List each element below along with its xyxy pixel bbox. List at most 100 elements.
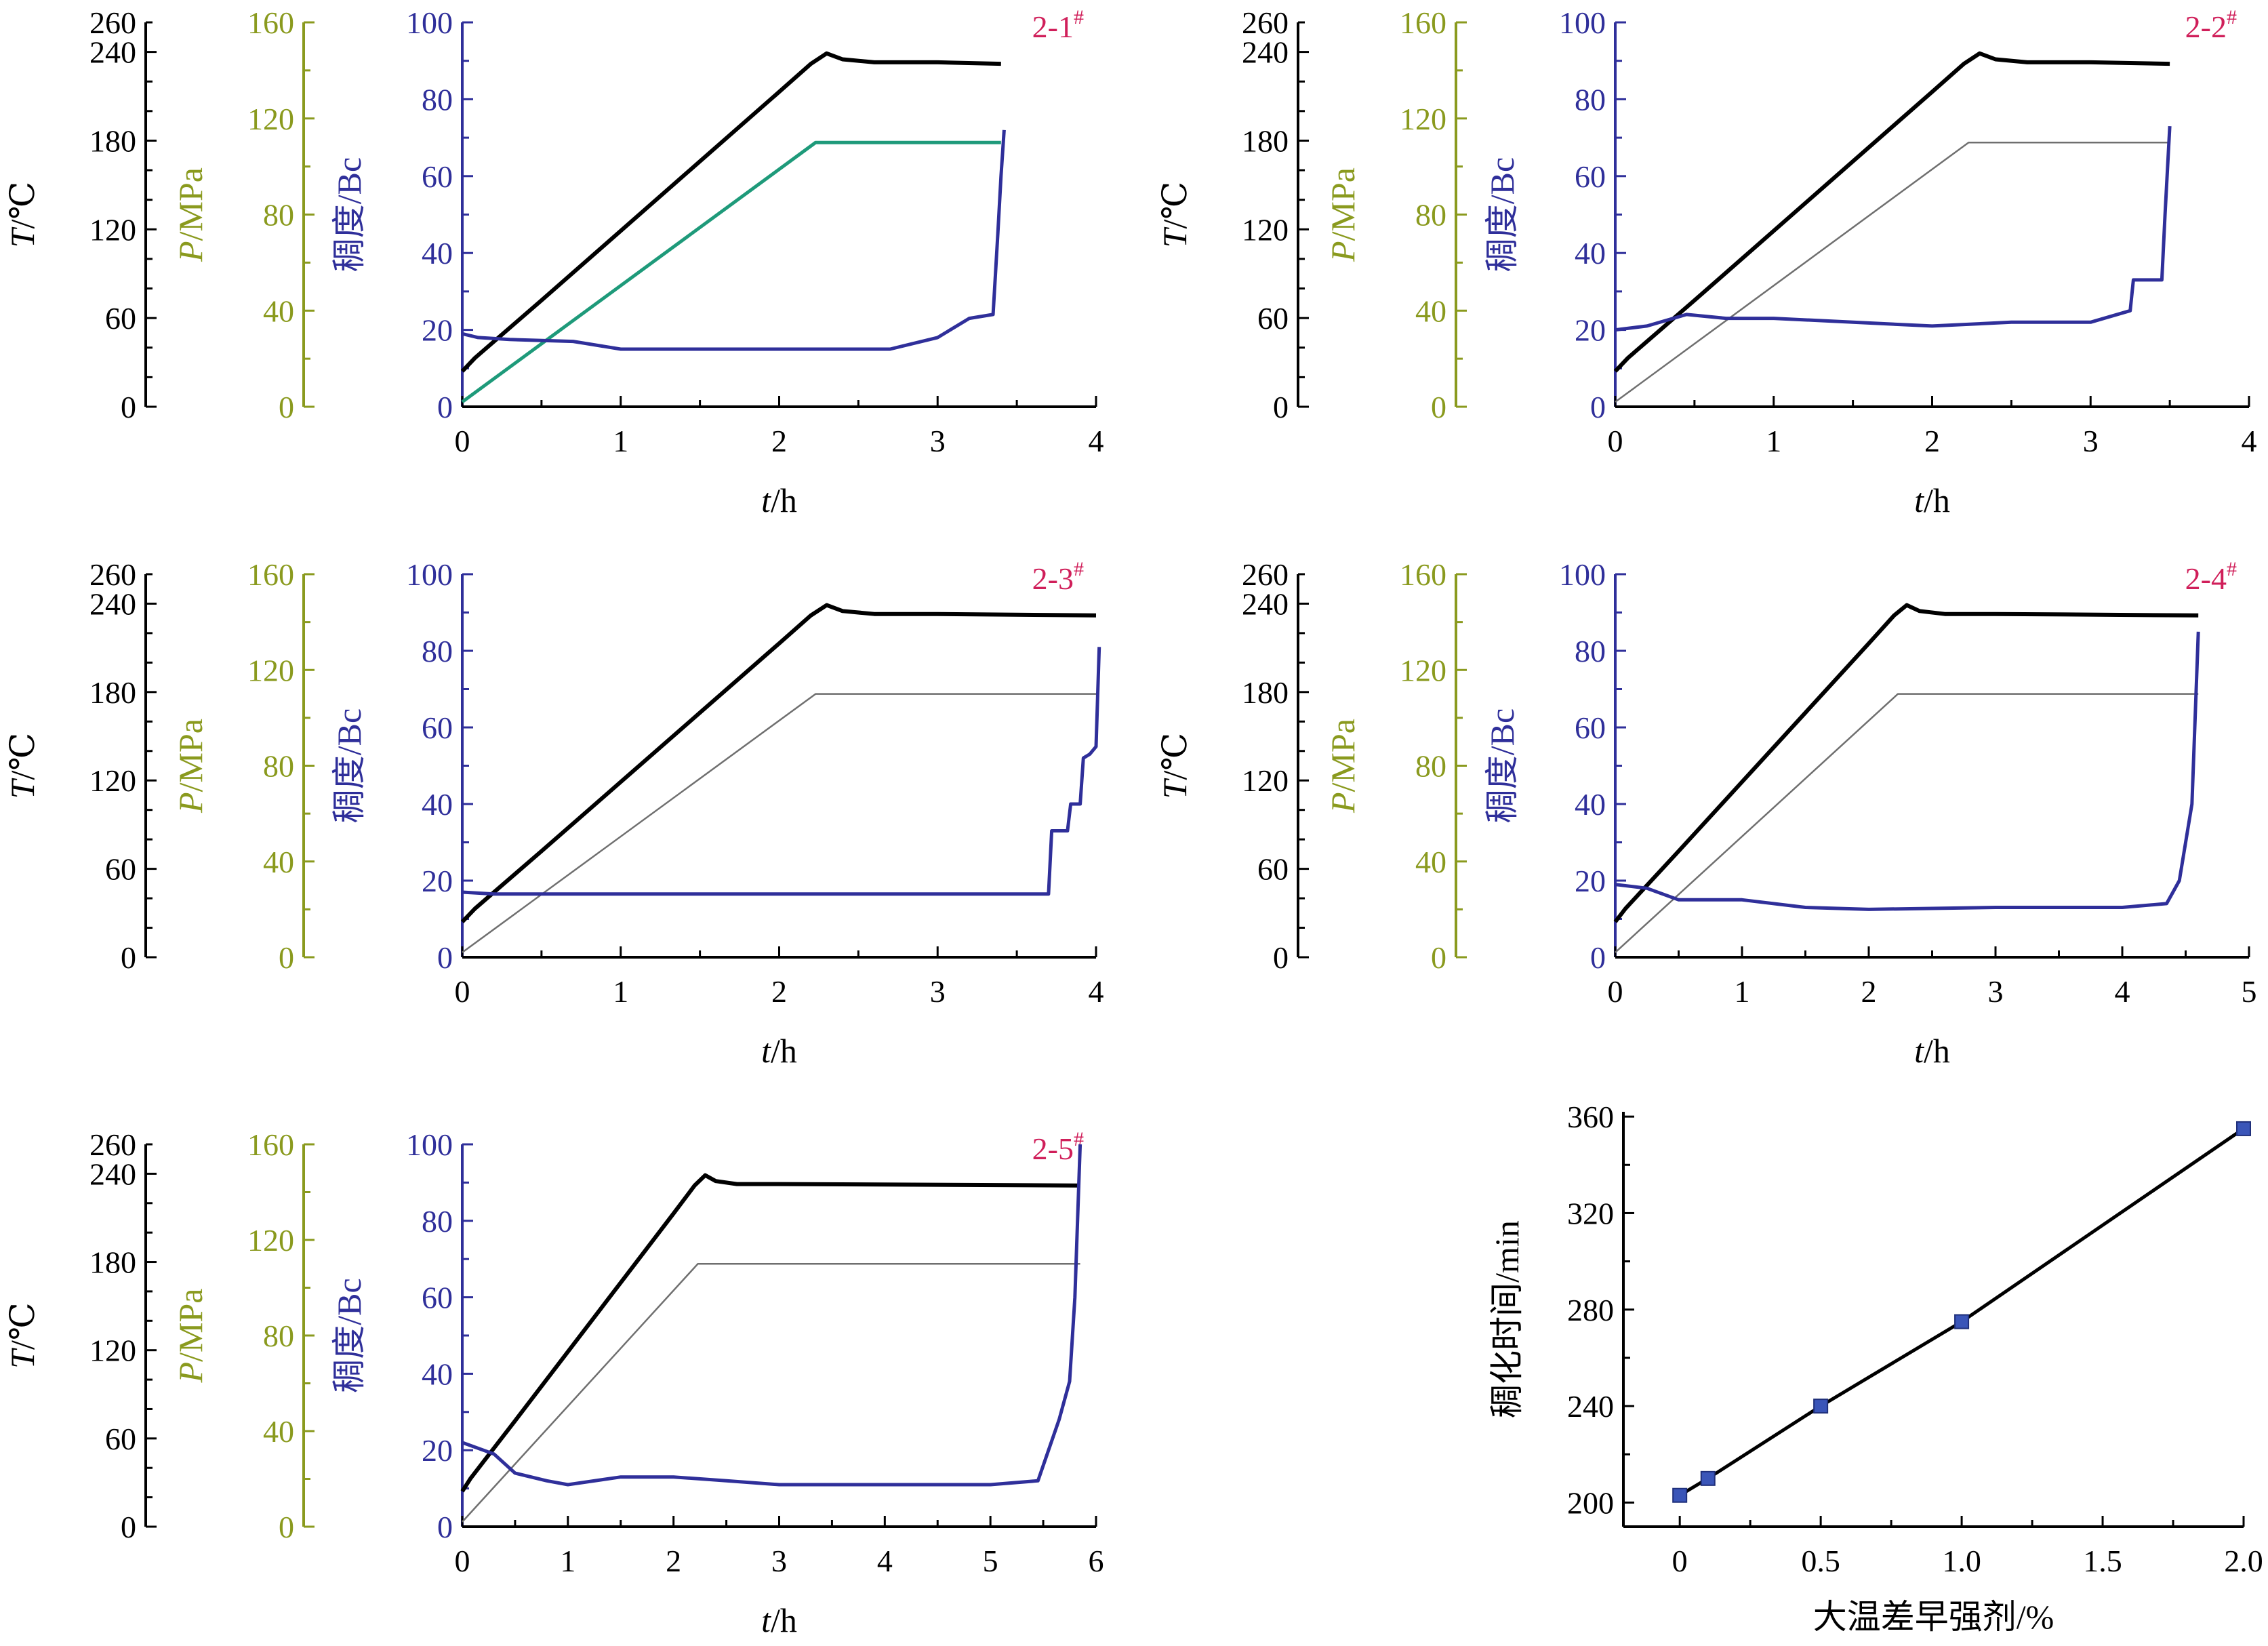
t-axis-title: T/℃ xyxy=(3,182,41,248)
c-axis: 0 20 40 60 80 100 xyxy=(1559,5,1626,424)
tick-label: 0 xyxy=(1273,390,1289,424)
t-axis-unit: /℃ xyxy=(3,182,41,229)
tick-label: 0 xyxy=(1590,940,1606,975)
tick-label: 180 xyxy=(89,675,136,710)
tick-label: 240 xyxy=(89,35,136,70)
series-T-line xyxy=(460,1173,1080,1493)
x-axis-title: t/h xyxy=(1914,481,1950,519)
p-axis: 0 40 80 120 160 xyxy=(247,557,315,975)
series-C-line xyxy=(1615,631,2200,911)
tick-label: 2 xyxy=(1924,424,1940,458)
c-axis: 0 20 40 60 80 100 xyxy=(1559,557,1626,975)
x-axis-var: t xyxy=(1914,481,1924,519)
data-point xyxy=(1954,1314,1970,1329)
tick-label: 120 xyxy=(1400,102,1446,136)
tick-label: 80 xyxy=(1415,749,1446,784)
x-axis: 0 0.5 1.0 1.5 2.0 大温差早强剂/% xyxy=(1623,1516,2263,1636)
tick-label: 0 xyxy=(437,1510,453,1544)
panel-2-4: 060120180240260T/℃04080120160P/MPa020406… xyxy=(1156,557,2257,1070)
tick-label: 0 xyxy=(1672,1544,1688,1578)
x-axis-var: t xyxy=(761,1601,771,1639)
tick-label: 0.5 xyxy=(1801,1544,1840,1578)
sample-label: 2-2# xyxy=(2185,6,2237,44)
t-axis-var: T xyxy=(3,1348,41,1369)
tick-label: 60 xyxy=(1257,301,1289,336)
tick-label: 60 xyxy=(1575,710,1606,745)
sample-label-main: 2-2 xyxy=(2185,9,2227,44)
tick-label: 80 xyxy=(1575,82,1606,117)
tick-label: 60 xyxy=(1257,852,1289,887)
p-axis-unit: /MPa xyxy=(171,719,209,792)
p-axis-unit: /MPa xyxy=(1324,167,1362,241)
tick-label: 40 xyxy=(1415,845,1446,879)
t-axis-var: T xyxy=(3,226,41,247)
data-point xyxy=(2236,1121,2251,1136)
x-axis: 0 1 2 3 4 t/h xyxy=(1608,396,2257,519)
tick-label: 40 xyxy=(263,845,294,879)
tick-label: 240 xyxy=(1242,586,1289,621)
tick-label: 80 xyxy=(263,1319,294,1353)
p-axis-var: P xyxy=(171,241,209,262)
tick-label: 100 xyxy=(406,557,453,592)
tick-label: 80 xyxy=(263,749,294,784)
tick-label: 0 xyxy=(437,940,453,975)
tick-label: 60 xyxy=(105,852,136,887)
tick-label: 4 xyxy=(2242,424,2257,458)
tick-label: 260 xyxy=(89,557,136,592)
x-axis-title: t/h xyxy=(761,1032,797,1070)
tick-label: 80 xyxy=(263,198,294,233)
tick-label: 80 xyxy=(1415,198,1446,233)
tick-label: 240 xyxy=(89,1157,136,1191)
tick-label: 2 xyxy=(1861,974,1877,1009)
tick-label: 4 xyxy=(1089,424,1104,458)
p-axis-title: P/MPa xyxy=(171,1289,209,1384)
x-axis-var: t xyxy=(1914,1032,1924,1070)
t-axis-unit: /℃ xyxy=(3,733,41,780)
y-axis-title: 稠化时间/min xyxy=(1488,1220,1526,1418)
series-C-line xyxy=(462,647,1101,896)
tick-label: 100 xyxy=(406,5,453,40)
t-axis-title: T/℃ xyxy=(1156,733,1194,799)
sample-label-sup: # xyxy=(1074,558,1084,580)
tick-label: 120 xyxy=(247,1223,294,1258)
tick-label: 180 xyxy=(89,123,136,158)
tick-label: 120 xyxy=(89,1333,136,1368)
series-P-line xyxy=(462,1263,1080,1523)
sample-label-sup: # xyxy=(2227,558,2237,580)
tick-label: 280 xyxy=(1567,1293,1614,1327)
sample-label-main: 2-4 xyxy=(2185,561,2227,596)
tick-label: 160 xyxy=(1400,557,1446,592)
tick-label: 320 xyxy=(1567,1196,1614,1230)
y-axis: 200 240 280 320 360 稠化时间/min xyxy=(1488,1100,1634,1527)
p-axis-unit: /MPa xyxy=(171,167,209,241)
panel-2-3: 060120180240260T/℃04080120160P/MPa020406… xyxy=(3,557,1104,1070)
series-T-line xyxy=(460,603,1097,923)
series-T-line xyxy=(1613,51,2170,373)
x-axis: 0 1 2 3 4 5 6 t/h xyxy=(455,1516,1104,1639)
tick-label: 1.5 xyxy=(2083,1544,2122,1578)
tick-label: 5 xyxy=(2242,974,2257,1009)
p-axis-title: P/MPa xyxy=(171,167,209,262)
x-axis-title: t/h xyxy=(761,1601,797,1639)
x-axis: 0 1 2 3 4 t/h xyxy=(455,946,1104,1070)
tick-label: 40 xyxy=(422,787,453,822)
tick-label: 260 xyxy=(89,5,136,40)
p-axis: 0 40 80 120 160 xyxy=(247,5,315,424)
tick-label: 40 xyxy=(263,1414,294,1449)
tick-label: 200 xyxy=(1567,1485,1614,1520)
panel-2-5: 060120180240260T/℃04080120160P/MPa020406… xyxy=(3,1127,1104,1639)
tick-label: 120 xyxy=(1242,212,1289,247)
tick-label: 260 xyxy=(1242,557,1289,592)
series-C-line xyxy=(462,129,1006,351)
c-axis-label: 稠度/Bc xyxy=(330,157,368,272)
series-C-line xyxy=(1615,125,2172,332)
p-axis-var: P xyxy=(171,1362,209,1384)
tick-label: 40 xyxy=(422,1357,453,1391)
tick-label: 100 xyxy=(1559,5,1606,40)
p-axis-title: P/MPa xyxy=(1324,167,1362,262)
tick-label: 60 xyxy=(1575,159,1606,194)
c-axis: 0 20 40 60 80 100 xyxy=(406,557,473,975)
x-axis-unit: /h xyxy=(1924,481,1950,519)
